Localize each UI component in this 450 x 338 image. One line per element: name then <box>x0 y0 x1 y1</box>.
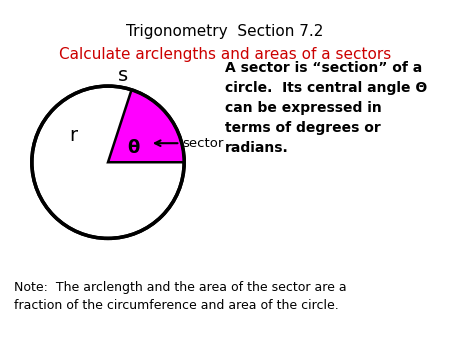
Text: θ: θ <box>127 139 139 157</box>
Text: Note:  The arclength and the area of the sector are a
fraction of the circumfere: Note: The arclength and the area of the … <box>14 281 346 312</box>
Text: Trigonometry  Section 7.2: Trigonometry Section 7.2 <box>126 24 324 39</box>
Text: sector: sector <box>182 137 223 150</box>
Text: A sector is “section” of a
circle.  Its central angle Θ
can be expressed in
term: A sector is “section” of a circle. Its c… <box>225 61 427 155</box>
Text: s: s <box>118 67 128 86</box>
Polygon shape <box>108 90 184 162</box>
Text: r: r <box>70 126 78 145</box>
Circle shape <box>32 86 184 238</box>
Text: Calculate arclengths and areas of a sectors: Calculate arclengths and areas of a sect… <box>59 47 391 62</box>
